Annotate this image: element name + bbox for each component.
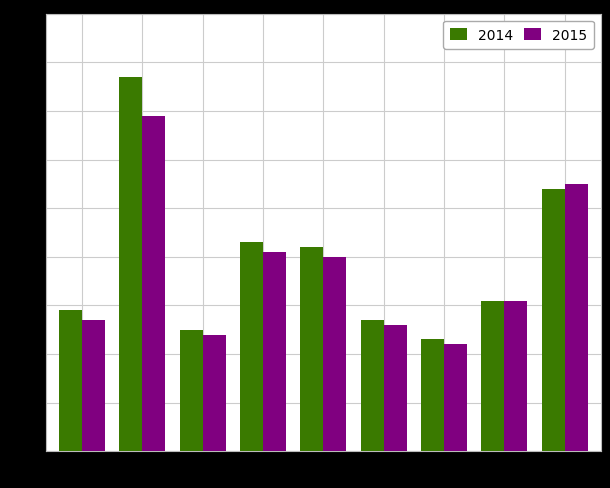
- Bar: [565, 184, 587, 451]
- Bar: [481, 301, 504, 451]
- Bar: [444, 345, 467, 451]
- Bar: [142, 117, 165, 451]
- Bar: [203, 335, 226, 451]
- Bar: [120, 78, 142, 451]
- Bar: [361, 320, 384, 451]
- Bar: [240, 243, 263, 451]
- Bar: [180, 330, 203, 451]
- Bar: [542, 189, 565, 451]
- Bar: [421, 340, 444, 451]
- Legend: 2014, 2015: 2014, 2015: [443, 21, 594, 49]
- Bar: [263, 252, 286, 451]
- Bar: [59, 311, 82, 451]
- Bar: [82, 320, 105, 451]
- Bar: [323, 257, 346, 451]
- Bar: [300, 247, 323, 451]
- Bar: [384, 325, 407, 451]
- Bar: [504, 301, 527, 451]
